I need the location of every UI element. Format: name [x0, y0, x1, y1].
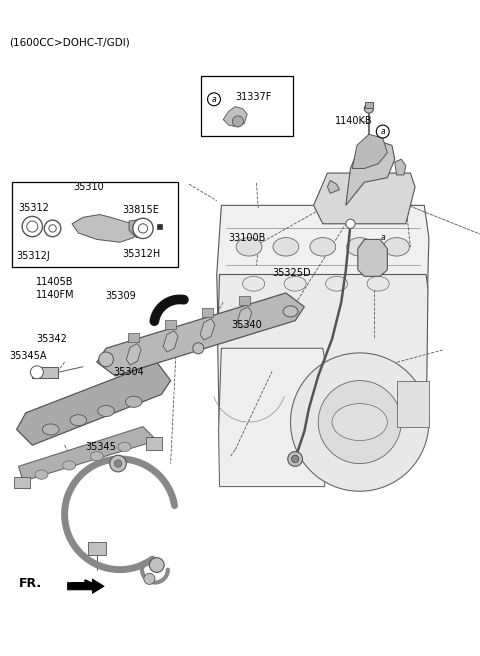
Polygon shape — [346, 141, 395, 205]
Ellipse shape — [384, 237, 409, 256]
Circle shape — [44, 220, 61, 237]
Text: 35304: 35304 — [113, 367, 144, 377]
Ellipse shape — [98, 405, 114, 417]
Ellipse shape — [347, 237, 372, 256]
Circle shape — [346, 219, 355, 228]
Text: a: a — [381, 127, 385, 136]
Text: (1600CC>DOHC-T/GDI): (1600CC>DOHC-T/GDI) — [9, 37, 130, 47]
Text: 31337F: 31337F — [235, 92, 272, 102]
Circle shape — [114, 460, 122, 467]
Circle shape — [22, 216, 42, 237]
Circle shape — [288, 451, 302, 466]
Text: FR.: FR. — [18, 577, 42, 590]
Circle shape — [318, 380, 401, 464]
Text: 35312: 35312 — [18, 203, 49, 213]
Circle shape — [291, 455, 299, 462]
Ellipse shape — [242, 276, 264, 291]
Circle shape — [99, 352, 113, 367]
Circle shape — [232, 116, 243, 127]
Polygon shape — [237, 307, 252, 328]
Ellipse shape — [118, 442, 131, 451]
Polygon shape — [72, 215, 136, 242]
Polygon shape — [327, 180, 339, 194]
Polygon shape — [217, 205, 429, 348]
Ellipse shape — [332, 403, 387, 441]
Text: 35340: 35340 — [231, 320, 262, 330]
Bar — [88, 542, 106, 555]
Bar — [157, 224, 162, 230]
Text: 33100B: 33100B — [229, 233, 266, 243]
Polygon shape — [352, 134, 387, 169]
Bar — [201, 76, 293, 136]
Bar — [165, 319, 176, 329]
Bar — [365, 102, 372, 108]
Circle shape — [110, 455, 126, 472]
Bar — [32, 367, 58, 378]
Text: 35345: 35345 — [86, 442, 117, 452]
Circle shape — [30, 366, 43, 379]
Text: 35312H: 35312H — [123, 249, 161, 259]
Text: 1140KB: 1140KB — [335, 116, 372, 127]
Circle shape — [193, 342, 204, 354]
Ellipse shape — [367, 276, 389, 291]
Polygon shape — [358, 239, 387, 276]
Ellipse shape — [35, 470, 48, 480]
Polygon shape — [217, 274, 428, 441]
Circle shape — [364, 104, 373, 113]
Polygon shape — [395, 159, 406, 175]
Bar — [146, 437, 162, 450]
Bar — [128, 333, 139, 342]
Text: a: a — [381, 233, 385, 242]
Bar — [202, 308, 213, 317]
Circle shape — [207, 92, 220, 106]
Circle shape — [27, 221, 38, 232]
Text: 11405B: 11405B — [36, 277, 73, 287]
Ellipse shape — [284, 276, 306, 291]
Ellipse shape — [283, 306, 298, 317]
Ellipse shape — [325, 276, 348, 291]
Text: a: a — [212, 94, 216, 104]
Circle shape — [133, 218, 153, 239]
Polygon shape — [218, 348, 327, 487]
Ellipse shape — [236, 237, 262, 256]
Text: 35312J: 35312J — [17, 251, 50, 261]
Ellipse shape — [70, 415, 87, 426]
Text: 35345A: 35345A — [9, 351, 47, 361]
Circle shape — [376, 125, 389, 138]
Bar — [396, 380, 429, 426]
Ellipse shape — [273, 237, 299, 256]
Polygon shape — [129, 219, 152, 237]
Polygon shape — [163, 331, 178, 352]
Polygon shape — [223, 107, 247, 127]
Text: 35310: 35310 — [74, 182, 105, 192]
Text: 35325D: 35325D — [272, 268, 311, 277]
Text: 33815E: 33815E — [123, 205, 159, 215]
Text: 35309: 35309 — [105, 291, 136, 300]
Ellipse shape — [125, 396, 142, 407]
Polygon shape — [67, 579, 104, 594]
Circle shape — [49, 225, 56, 232]
Polygon shape — [200, 319, 215, 340]
Polygon shape — [18, 426, 157, 481]
Circle shape — [144, 573, 155, 584]
Polygon shape — [17, 362, 170, 445]
Text: 1140FM: 1140FM — [36, 290, 74, 300]
Bar — [14, 478, 30, 489]
Ellipse shape — [90, 451, 103, 461]
Ellipse shape — [310, 237, 336, 256]
Ellipse shape — [42, 424, 59, 435]
Bar — [12, 182, 178, 267]
Circle shape — [138, 224, 147, 233]
Polygon shape — [126, 344, 141, 365]
Circle shape — [149, 558, 164, 573]
Circle shape — [290, 353, 429, 491]
Bar — [239, 296, 250, 305]
Text: 35342: 35342 — [36, 334, 67, 344]
Ellipse shape — [63, 461, 76, 470]
Polygon shape — [97, 293, 304, 376]
Polygon shape — [313, 173, 415, 224]
